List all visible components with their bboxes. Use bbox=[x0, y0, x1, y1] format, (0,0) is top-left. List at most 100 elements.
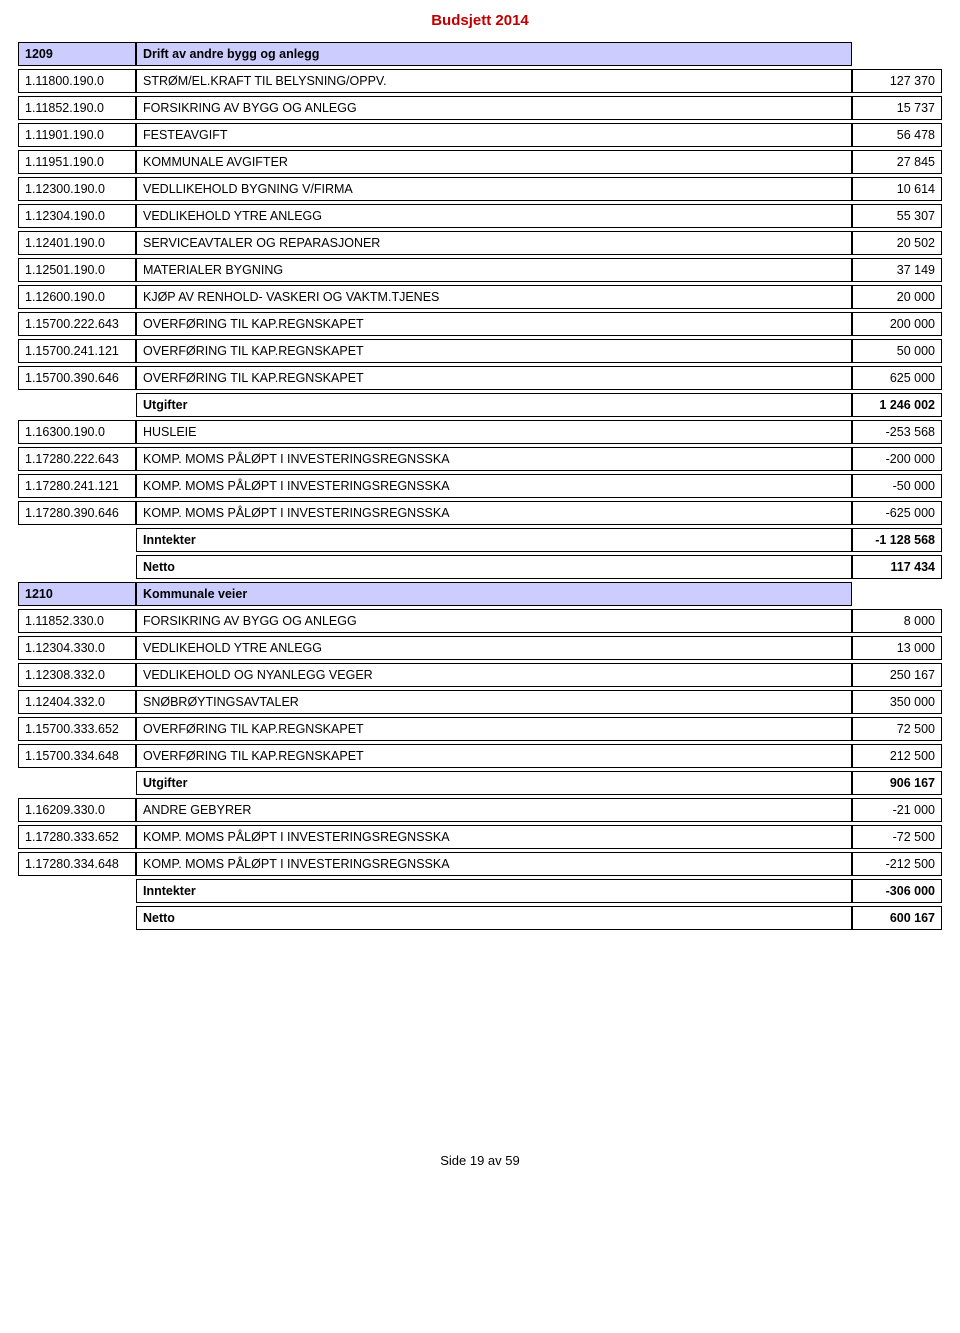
value-cell: 1 246 002 bbox=[852, 393, 942, 417]
desc-cell: Inntekter bbox=[136, 879, 852, 903]
desc-cell: FESTEAVGIFT bbox=[136, 123, 852, 147]
value-cell: 117 434 bbox=[852, 555, 942, 579]
table-row: 1.12600.190.0KJØP AV RENHOLD- VASKERI OG… bbox=[18, 285, 942, 309]
code-cell: 1.12501.190.0 bbox=[18, 258, 136, 282]
desc-cell: KOMP. MOMS PÅLØPT I INVESTERINGSREGNSSKA bbox=[136, 474, 852, 498]
code-cell bbox=[18, 771, 136, 795]
code-cell: 1.17280.222.643 bbox=[18, 447, 136, 471]
table-row: 1.11852.330.0FORSIKRING AV BYGG OG ANLEG… bbox=[18, 609, 942, 633]
table-row: 1.17280.390.646KOMP. MOMS PÅLØPT I INVES… bbox=[18, 501, 942, 525]
value-cell: -306 000 bbox=[852, 879, 942, 903]
code-cell: 1.11852.190.0 bbox=[18, 96, 136, 120]
value-cell: 72 500 bbox=[852, 717, 942, 741]
table-row: 1.17280.222.643KOMP. MOMS PÅLØPT I INVES… bbox=[18, 447, 942, 471]
desc-cell: SNØBRØYTINGSAVTALER bbox=[136, 690, 852, 714]
code-cell: 1.15700.390.646 bbox=[18, 366, 136, 390]
value-cell: 13 000 bbox=[852, 636, 942, 660]
code-cell: 1.17280.241.121 bbox=[18, 474, 136, 498]
desc-cell: OVERFØRING TIL KAP.REGNSKAPET bbox=[136, 744, 852, 768]
desc-cell: OVERFØRING TIL KAP.REGNSKAPET bbox=[136, 312, 852, 336]
value-cell: -212 500 bbox=[852, 852, 942, 876]
desc-cell: MATERIALER BYGNING bbox=[136, 258, 852, 282]
summary-row: Utgifter1 246 002 bbox=[18, 393, 942, 417]
value-cell: 10 614 bbox=[852, 177, 942, 201]
code-cell: 1.17280.334.648 bbox=[18, 852, 136, 876]
page-title: Budsjett 2014 bbox=[18, 12, 942, 29]
code-cell: 1.12401.190.0 bbox=[18, 231, 136, 255]
code-cell bbox=[18, 879, 136, 903]
desc-cell: FORSIKRING AV BYGG OG ANLEGG bbox=[136, 609, 852, 633]
desc-cell: SERVICEAVTALER OG REPARASJONER bbox=[136, 231, 852, 255]
value-cell: 600 167 bbox=[852, 906, 942, 930]
table-row: 1.15700.333.652OVERFØRING TIL KAP.REGNSK… bbox=[18, 717, 942, 741]
table-row: 1.11800.190.0STRØM/EL.KRAFT TIL BELYSNIN… bbox=[18, 69, 942, 93]
code-cell: 1.12600.190.0 bbox=[18, 285, 136, 309]
summary-row: Inntekter-1 128 568 bbox=[18, 528, 942, 552]
code-cell: 1.15700.333.652 bbox=[18, 717, 136, 741]
value-cell: 8 000 bbox=[852, 609, 942, 633]
table-row: 1.16300.190.0HUSLEIE-253 568 bbox=[18, 420, 942, 444]
code-cell: 1.15700.334.648 bbox=[18, 744, 136, 768]
value-cell: 55 307 bbox=[852, 204, 942, 228]
value-cell: 56 478 bbox=[852, 123, 942, 147]
desc-cell: VEDLLIKEHOLD BYGNING V/FIRMA bbox=[136, 177, 852, 201]
desc-cell: Kommunale veier bbox=[136, 582, 852, 606]
code-cell: 1.11852.330.0 bbox=[18, 609, 136, 633]
table-row: 1.11901.190.0FESTEAVGIFT56 478 bbox=[18, 123, 942, 147]
desc-cell: KOMP. MOMS PÅLØPT I INVESTERINGSREGNSSKA bbox=[136, 447, 852, 471]
code-cell: 1.11951.190.0 bbox=[18, 150, 136, 174]
section-header-row: 1209Drift av andre bygg og anlegg bbox=[18, 42, 942, 66]
code-cell: 1.15700.241.121 bbox=[18, 339, 136, 363]
desc-cell: Netto bbox=[136, 906, 852, 930]
summary-row: Netto117 434 bbox=[18, 555, 942, 579]
value-cell: 625 000 bbox=[852, 366, 942, 390]
page-footer: Side 19 av 59 bbox=[18, 1153, 942, 1178]
value-cell: 212 500 bbox=[852, 744, 942, 768]
table-row: 1.12308.332.0VEDLIKEHOLD OG NYANLEGG VEG… bbox=[18, 663, 942, 687]
value-cell: 20 000 bbox=[852, 285, 942, 309]
desc-cell: KJØP AV RENHOLD- VASKERI OG VAKTM.TJENES bbox=[136, 285, 852, 309]
table-row: 1.15700.334.648OVERFØRING TIL KAP.REGNSK… bbox=[18, 744, 942, 768]
value-cell bbox=[852, 42, 942, 66]
table-row: 1.16209.330.0ANDRE GEBYRER-21 000 bbox=[18, 798, 942, 822]
table-row: 1.11852.190.0FORSIKRING AV BYGG OG ANLEG… bbox=[18, 96, 942, 120]
desc-cell: ANDRE GEBYRER bbox=[136, 798, 852, 822]
code-cell: 1.12304.190.0 bbox=[18, 204, 136, 228]
code-cell: 1.12308.332.0 bbox=[18, 663, 136, 687]
table-row: 1.17280.241.121KOMP. MOMS PÅLØPT I INVES… bbox=[18, 474, 942, 498]
code-cell: 1.16300.190.0 bbox=[18, 420, 136, 444]
code-cell: 1.11901.190.0 bbox=[18, 123, 136, 147]
value-cell: -50 000 bbox=[852, 474, 942, 498]
code-cell bbox=[18, 393, 136, 417]
table-row: 1.12304.190.0VEDLIKEHOLD YTRE ANLEGG55 3… bbox=[18, 204, 942, 228]
value-cell: 200 000 bbox=[852, 312, 942, 336]
value-cell: 20 502 bbox=[852, 231, 942, 255]
code-cell: 1.17280.333.652 bbox=[18, 825, 136, 849]
value-cell: 15 737 bbox=[852, 96, 942, 120]
summary-row: Inntekter-306 000 bbox=[18, 879, 942, 903]
desc-cell: OVERFØRING TIL KAP.REGNSKAPET bbox=[136, 366, 852, 390]
table-row: 1.12401.190.0SERVICEAVTALER OG REPARASJO… bbox=[18, 231, 942, 255]
desc-cell: KOMP. MOMS PÅLØPT I INVESTERINGSREGNSSKA bbox=[136, 501, 852, 525]
value-cell: 350 000 bbox=[852, 690, 942, 714]
desc-cell: Netto bbox=[136, 555, 852, 579]
table-row: 1.15700.390.646OVERFØRING TIL KAP.REGNSK… bbox=[18, 366, 942, 390]
code-cell: 1.12404.332.0 bbox=[18, 690, 136, 714]
value-cell: 27 845 bbox=[852, 150, 942, 174]
table-row: 1.12501.190.0MATERIALER BYGNING37 149 bbox=[18, 258, 942, 282]
value-cell: 127 370 bbox=[852, 69, 942, 93]
summary-row: Utgifter906 167 bbox=[18, 771, 942, 795]
table-row: 1.12404.332.0SNØBRØYTINGSAVTALER350 000 bbox=[18, 690, 942, 714]
value-cell: -1 128 568 bbox=[852, 528, 942, 552]
code-cell: 1210 bbox=[18, 582, 136, 606]
value-cell bbox=[852, 582, 942, 606]
desc-cell: STRØM/EL.KRAFT TIL BELYSNING/OPPV. bbox=[136, 69, 852, 93]
code-cell: 1.17280.390.646 bbox=[18, 501, 136, 525]
table-row: 1.17280.333.652KOMP. MOMS PÅLØPT I INVES… bbox=[18, 825, 942, 849]
table-row: 1.17280.334.648KOMP. MOMS PÅLØPT I INVES… bbox=[18, 852, 942, 876]
code-cell: 1.15700.222.643 bbox=[18, 312, 136, 336]
desc-cell: VEDLIKEHOLD OG NYANLEGG VEGER bbox=[136, 663, 852, 687]
code-cell bbox=[18, 555, 136, 579]
code-cell: 1.12300.190.0 bbox=[18, 177, 136, 201]
desc-cell: KOMP. MOMS PÅLØPT I INVESTERINGSREGNSSKA bbox=[136, 852, 852, 876]
